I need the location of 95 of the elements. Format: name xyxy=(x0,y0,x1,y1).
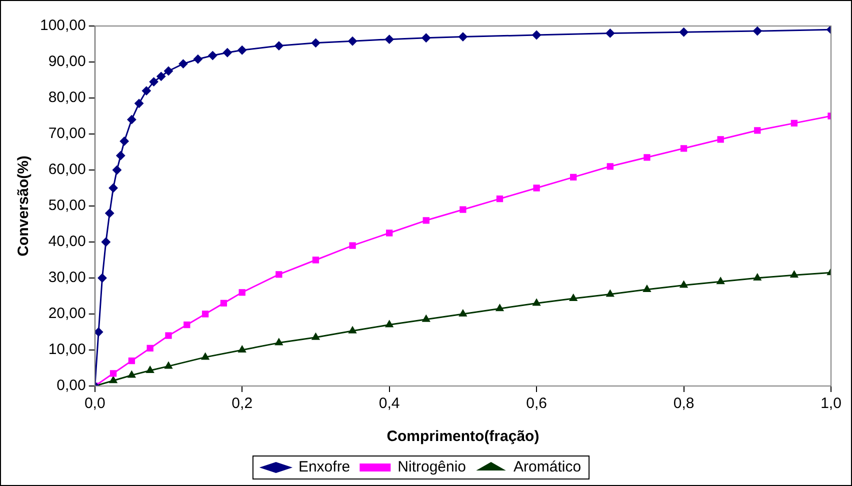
point xyxy=(753,274,762,280)
x-tick-label: 0,6 xyxy=(526,395,547,412)
legend-label: Nitrogênio xyxy=(398,458,466,476)
point xyxy=(790,270,798,278)
point xyxy=(94,328,104,336)
point xyxy=(533,184,540,192)
point xyxy=(752,26,762,36)
point xyxy=(385,320,394,328)
point xyxy=(109,376,118,384)
x-axis-title: Comprimento(fração) xyxy=(386,428,540,446)
point xyxy=(644,154,650,161)
point xyxy=(496,304,504,312)
x-tick-label: 0,0 xyxy=(84,395,106,412)
point xyxy=(128,370,136,378)
x-tick-label: 0,2 xyxy=(232,395,253,412)
point xyxy=(496,195,504,202)
point xyxy=(311,38,320,48)
point xyxy=(165,332,172,339)
y-tick-label: 50,00 xyxy=(48,197,86,214)
point xyxy=(238,289,246,296)
point xyxy=(116,151,126,160)
point xyxy=(220,300,228,307)
point xyxy=(606,28,615,38)
point xyxy=(422,33,431,42)
point xyxy=(458,310,467,316)
point xyxy=(274,338,283,346)
point xyxy=(101,238,110,246)
point xyxy=(146,366,154,374)
point xyxy=(569,294,578,302)
point xyxy=(643,285,651,292)
x-tick-label: 0,4 xyxy=(378,395,400,412)
point xyxy=(105,208,114,218)
point xyxy=(274,41,284,50)
point xyxy=(348,36,358,46)
point xyxy=(222,48,232,58)
point xyxy=(202,310,209,318)
point xyxy=(238,46,247,55)
point xyxy=(386,230,393,236)
point xyxy=(312,332,320,340)
y-tick-label: 40,00 xyxy=(48,233,86,250)
y-tick-label: 90,00 xyxy=(48,53,86,70)
y-axis-title: Conversão(%) xyxy=(15,156,32,256)
point xyxy=(208,51,218,60)
point xyxy=(716,277,725,284)
legend-label: Enxofre xyxy=(298,458,350,476)
point xyxy=(680,145,688,152)
point xyxy=(164,66,173,76)
legend-label: Aromático xyxy=(514,458,582,476)
y-tick-label: 80,00 xyxy=(48,89,86,106)
point xyxy=(422,314,430,322)
y-tick-label: 10,00 xyxy=(48,341,86,358)
point xyxy=(606,163,614,170)
point xyxy=(532,30,542,40)
point xyxy=(149,77,158,86)
point xyxy=(128,357,136,364)
point xyxy=(312,256,320,264)
y-tick-label: 0,00 xyxy=(56,377,86,394)
point xyxy=(164,362,172,369)
point xyxy=(112,166,122,174)
point xyxy=(384,34,394,44)
point xyxy=(348,326,356,334)
point xyxy=(146,344,154,352)
point xyxy=(178,59,188,68)
point xyxy=(156,72,166,81)
y-tick-label: 70,00 xyxy=(48,125,86,142)
point xyxy=(127,115,136,124)
y-tick-label: 20,00 xyxy=(48,305,86,322)
point xyxy=(142,86,151,96)
y-tick-label: 60,00 xyxy=(48,161,86,178)
point xyxy=(570,174,577,181)
point xyxy=(717,136,724,143)
x-tick-label: 0,8 xyxy=(673,395,694,412)
x-tick-label: 1,0 xyxy=(820,395,842,412)
point xyxy=(134,98,144,108)
point xyxy=(606,290,614,297)
point xyxy=(238,346,246,352)
point xyxy=(754,127,761,134)
point xyxy=(790,120,798,127)
point xyxy=(201,352,210,360)
point xyxy=(108,184,118,192)
point xyxy=(120,136,129,146)
point xyxy=(98,274,107,282)
point xyxy=(349,242,356,249)
point xyxy=(422,217,430,224)
y-tick-label: 100,00 xyxy=(40,17,86,34)
point xyxy=(679,28,688,37)
point xyxy=(193,54,202,64)
point xyxy=(184,321,190,328)
point xyxy=(680,280,688,288)
point xyxy=(458,32,468,42)
point xyxy=(460,206,466,213)
point xyxy=(110,370,117,377)
y-tick-label: 30,00 xyxy=(48,269,86,286)
point xyxy=(532,298,541,306)
point xyxy=(276,271,282,278)
